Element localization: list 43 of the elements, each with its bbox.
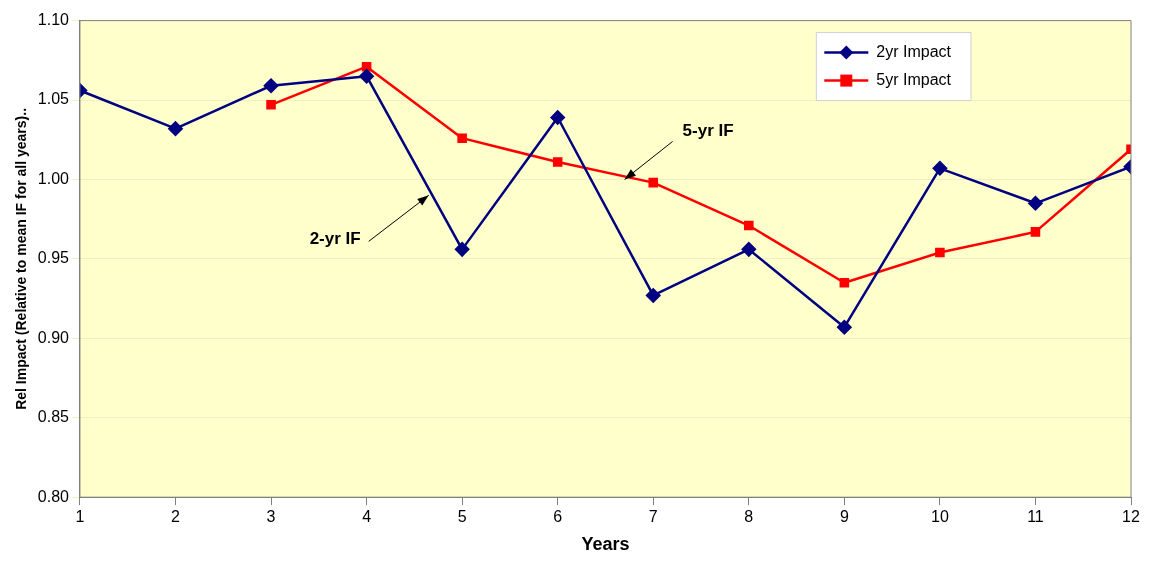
legend-label: 5yr Impact: [876, 71, 952, 89]
y-tick-label: 0.95: [37, 249, 70, 267]
point: [932, 161, 948, 176]
point: [550, 110, 565, 125]
point: [359, 68, 374, 84]
y-axis-title: Rel Impact (Relative to mean IF for all years)..: [13, 107, 30, 410]
y-tick-label: 0.85: [37, 408, 70, 426]
y-tick-label: 1.10: [37, 11, 70, 29]
legend-label: 2yr Impact: [876, 43, 952, 61]
annotation: 5-yr IF: [682, 121, 734, 141]
x-tick-label: 4: [362, 508, 372, 526]
y-tick-label: 0.90: [37, 328, 70, 346]
y-tick-label: 1.00: [37, 169, 70, 187]
y-tick-label: 0.80: [37, 487, 70, 505]
x-tick-label: 8: [744, 508, 754, 526]
point: [744, 220, 754, 231]
x-tick-label: 3: [266, 508, 276, 526]
point: [646, 288, 661, 303]
x-tick-label: 12: [1122, 508, 1140, 526]
point: [263, 78, 279, 93]
x-tick-label: 10: [931, 508, 949, 526]
annotation: 2-yr IF: [309, 229, 361, 249]
point: [839, 277, 850, 288]
point: [1030, 227, 1041, 237]
point: [168, 121, 183, 136]
x-tick-label: 2: [171, 508, 181, 526]
x-axis-title: Years: [581, 534, 630, 555]
x-tick-label: 1: [75, 508, 85, 526]
point: [266, 100, 276, 110]
point: [837, 319, 852, 335]
point: [454, 242, 470, 257]
point: [741, 242, 757, 257]
y-tick-label: 1.05: [37, 90, 70, 108]
point: [935, 247, 945, 258]
point: [1028, 196, 1043, 211]
point: [457, 133, 467, 143]
x-tick-label: 7: [648, 508, 658, 526]
x-tick-label: 6: [553, 508, 563, 526]
x-tick-label: 5: [457, 508, 467, 526]
point: [648, 177, 659, 188]
x-tick-label: 9: [839, 508, 849, 526]
point: [552, 157, 563, 167]
x-tick-label: 11: [1027, 508, 1044, 526]
